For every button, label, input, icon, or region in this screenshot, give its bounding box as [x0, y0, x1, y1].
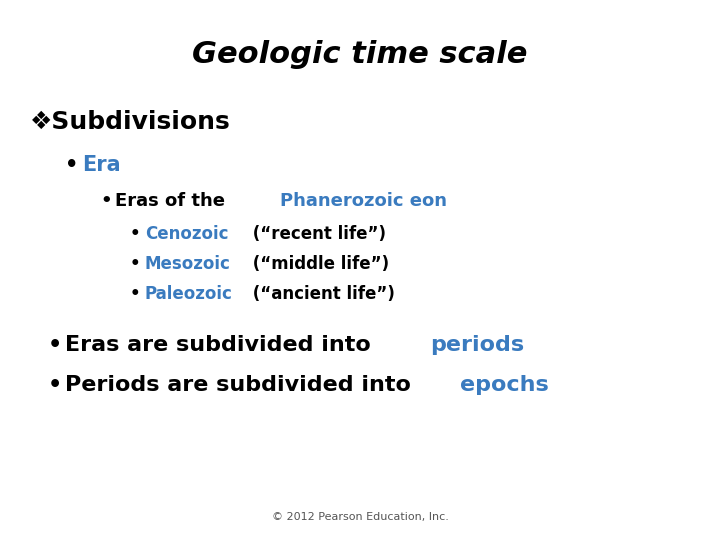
Text: Periods are subdivided into: Periods are subdivided into	[65, 375, 418, 395]
Text: Eras are subdivided into: Eras are subdivided into	[65, 335, 379, 355]
Text: ❖Subdivisions: ❖Subdivisions	[30, 110, 230, 134]
Text: Geologic time scale: Geologic time scale	[192, 40, 528, 69]
Text: (“middle life”): (“middle life”)	[247, 255, 389, 273]
Text: Era: Era	[82, 155, 121, 175]
Text: Eras of the: Eras of the	[115, 192, 231, 210]
Text: (“ancient life”): (“ancient life”)	[247, 285, 395, 303]
Text: © 2012 Pearson Education, Inc.: © 2012 Pearson Education, Inc.	[271, 512, 449, 522]
Text: •: •	[130, 225, 140, 243]
Text: epochs: epochs	[460, 375, 549, 395]
Text: •: •	[48, 375, 62, 395]
Text: •: •	[130, 255, 140, 273]
Text: Paleozoic: Paleozoic	[145, 285, 233, 303]
Text: Cenozoic: Cenozoic	[145, 225, 228, 243]
Text: Phanerozoic eon: Phanerozoic eon	[280, 192, 447, 210]
Text: periods: periods	[430, 335, 524, 355]
Text: •: •	[130, 285, 140, 303]
Text: •: •	[100, 192, 112, 210]
Text: Mesozoic: Mesozoic	[145, 255, 231, 273]
Text: •: •	[65, 155, 78, 175]
Text: •: •	[48, 335, 62, 355]
Text: (“recent life”): (“recent life”)	[247, 225, 386, 243]
